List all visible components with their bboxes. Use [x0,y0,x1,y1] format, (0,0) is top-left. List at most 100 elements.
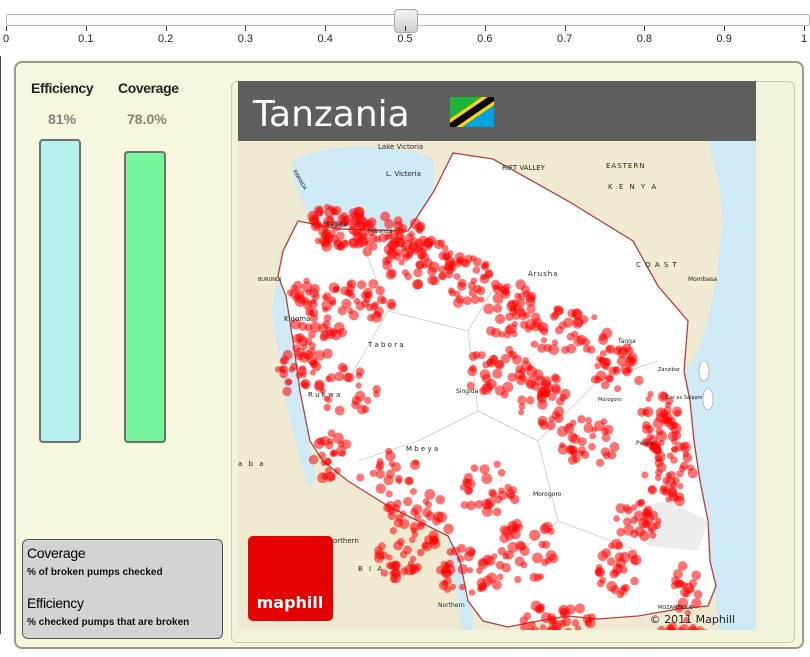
pump-dot [485,555,496,567]
pump-dot [560,388,571,400]
label-arusha: Arusha [528,270,558,278]
label-dar-es-salaam: Dar es Salaam [666,395,703,401]
pump-dot [514,292,521,300]
pump-dot [410,218,421,230]
pump-dot [648,510,659,521]
pump-dot [318,451,326,460]
pump-dot [438,272,446,280]
pump-dot [341,298,352,309]
pump-dot [369,242,378,251]
pump-dot [622,584,630,592]
pump-dot [410,527,417,534]
label-morogoro-n: Morogoro [598,397,622,403]
pump-dot [557,426,568,437]
pump-dot [518,409,525,416]
pump-dot [568,446,577,455]
pump-dot [351,400,360,410]
pump-dot [677,561,688,571]
pump-dot [595,370,607,382]
pump-dot [323,216,334,227]
pump-dot [470,464,479,473]
zanzibar-island [702,387,714,411]
pump-dot [483,500,493,510]
pump-dot [415,260,425,269]
pump-dot [495,313,506,325]
pump-dot [376,458,384,465]
slider-thumb[interactable] [394,9,418,33]
pump-dot [491,327,501,338]
pump-dot [428,535,439,546]
pump-dot [612,366,620,373]
slider-tick [804,26,805,31]
pump-dot [335,231,345,241]
pump-dot [468,589,476,596]
pump-dot [314,237,322,245]
pump-dot [282,386,292,397]
pump-dot [577,437,587,447]
pump-dot [385,447,393,455]
pump-dot [492,507,502,517]
pump-dot [574,625,582,630]
pump-dot [494,360,505,370]
pump-dot [385,490,393,498]
label-kagera: Kagera [326,221,347,228]
legend-efficiency-definition: % checked pumps that are broken [27,617,190,628]
pump-dot [362,246,373,257]
pump-dot [508,486,517,495]
threshold-slider[interactable]: 0 0.1 0.2 0.3 0.4 0.5 0.6 0.7 0.8 0.9 1 [0,0,810,56]
pump-dot [375,483,386,494]
pump-dot [671,438,678,445]
pump-dot [671,421,679,429]
pump-dot [513,304,521,313]
pump-dot [493,303,503,313]
pump-dot [589,432,596,440]
efficiency-title: Efficiency [31,80,94,96]
pump-dot [481,373,492,384]
label-eastern: EASTERN [606,162,645,170]
slider-tick-label: 0.3 [237,33,254,45]
slider-tick-label: 0.4 [317,33,333,45]
pump-dot [655,407,667,418]
pump-dot [585,417,592,424]
pump-dot [322,348,333,359]
pump-dot [504,550,514,560]
pump-dot [577,415,586,424]
pump-dot [412,504,423,515]
pump-dot [618,346,628,356]
pump-dot [594,420,605,432]
pump-dot [409,488,417,495]
pump-dot [539,523,551,535]
map-title-bar [238,81,756,141]
pump-dot [682,590,690,598]
legend-efficiency-term: Efficiency [27,595,84,611]
pump-dot [435,495,445,505]
pump-dot [538,573,545,580]
pump-dot [314,350,325,361]
pump-dot [672,476,680,485]
pump-dots [274,203,708,630]
pump-dot [386,554,393,561]
pump-dot [404,272,412,281]
pump-dot [561,345,570,355]
pump-dot [459,583,466,591]
pump-dot [325,467,332,475]
pump-dot [654,447,662,455]
pump-dot [497,469,506,477]
pump-dot [609,441,620,452]
pump-dot [320,330,330,340]
label-burundi: BURUNDI [258,277,281,283]
pump-dot [568,455,578,465]
pump-dot [330,299,337,306]
pump-dot [642,424,652,434]
pump-dot [570,434,580,444]
legend-box: Coverage % of broken pumps checked Effic… [22,539,223,639]
pump-dot [544,557,552,565]
pump-dot [535,375,546,387]
pump-dot [667,627,677,630]
pump-dot [599,350,607,357]
pump-dot [647,390,654,398]
pump-dot [323,403,331,412]
pump-dot [323,314,332,323]
pump-dot [412,459,419,466]
pump-dot [374,552,384,563]
